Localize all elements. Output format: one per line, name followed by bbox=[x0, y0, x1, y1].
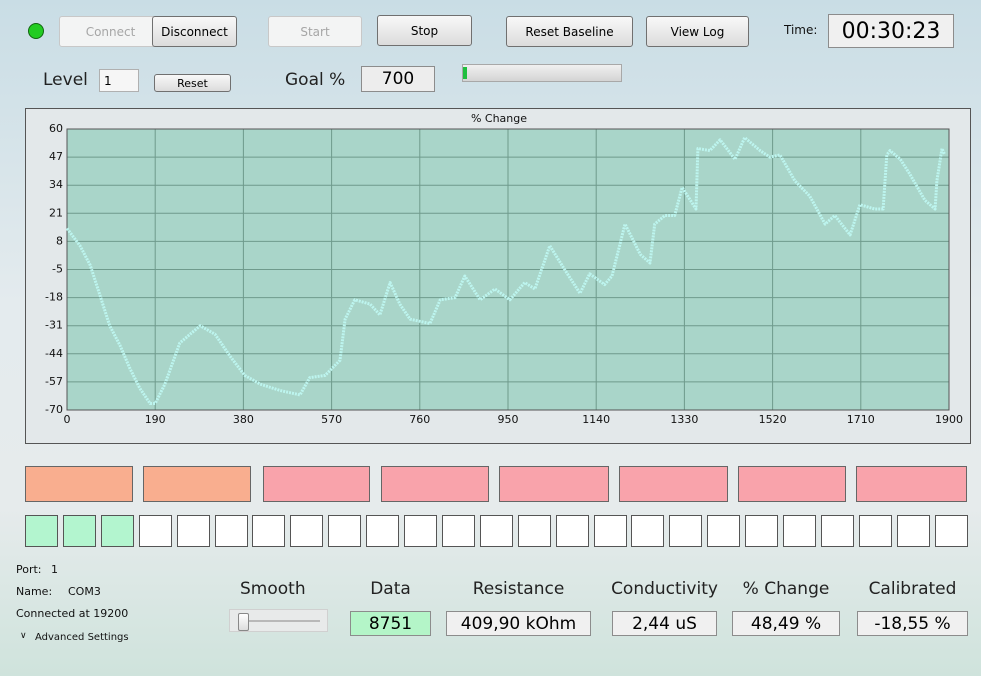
stage-tile bbox=[738, 466, 846, 502]
readout-label: % Change bbox=[742, 579, 830, 599]
level-tile bbox=[859, 515, 892, 547]
chevron-icon[interactable]: ∨ bbox=[20, 631, 27, 641]
level-tile bbox=[215, 515, 248, 547]
x-tick-label: 950 bbox=[498, 413, 519, 426]
level-tile bbox=[821, 515, 854, 547]
y-tick-label: -44 bbox=[45, 347, 63, 360]
level-tile bbox=[290, 515, 323, 547]
readout-value: 48,49 % bbox=[732, 611, 840, 636]
x-tick-label: 1520 bbox=[759, 413, 787, 426]
stage-tile bbox=[499, 466, 609, 502]
progress-fill bbox=[463, 67, 467, 79]
readout-value: -18,55 % bbox=[857, 611, 968, 636]
slider-thumb[interactable] bbox=[238, 613, 249, 631]
level-tile bbox=[328, 515, 361, 547]
level-tile bbox=[404, 515, 437, 547]
port-label: Port: bbox=[16, 563, 42, 576]
y-tick-label: 8 bbox=[56, 234, 63, 247]
advanced-settings[interactable]: Advanced Settings bbox=[35, 632, 129, 643]
stop-button[interactable]: Stop bbox=[377, 15, 472, 46]
x-tick-label: 380 bbox=[233, 413, 254, 426]
x-tick-label: 1140 bbox=[582, 413, 610, 426]
progress-bar bbox=[462, 64, 622, 82]
y-tick-label: -70 bbox=[45, 403, 63, 416]
disconnect-button[interactable]: Disconnect bbox=[152, 16, 237, 47]
level-tile bbox=[594, 515, 627, 547]
y-tick-label: 60 bbox=[49, 122, 63, 135]
level-tile bbox=[631, 515, 664, 547]
level-tile bbox=[63, 515, 96, 547]
status-led bbox=[28, 23, 44, 39]
x-tick-label: 190 bbox=[145, 413, 166, 426]
chart-title: % Change bbox=[471, 112, 527, 125]
time-display: 00:30:23 bbox=[828, 14, 954, 48]
goal-display: 700 bbox=[361, 66, 435, 92]
name-label: Name: bbox=[16, 585, 53, 598]
plot-border bbox=[66, 128, 950, 411]
connect-button[interactable]: Connect bbox=[59, 16, 162, 47]
level-tile bbox=[707, 515, 740, 547]
smooth-label: Smooth bbox=[240, 579, 306, 599]
data-line bbox=[65, 136, 947, 405]
stage-tile bbox=[856, 466, 967, 502]
readout-label: Data bbox=[370, 579, 411, 599]
level-input[interactable]: 1 bbox=[99, 69, 139, 92]
readout-value: 409,90 kOhm bbox=[446, 611, 591, 636]
level-label: Level bbox=[43, 70, 88, 90]
y-tick-label: -57 bbox=[45, 375, 63, 388]
level-tile bbox=[25, 515, 58, 547]
y-tick-label: 21 bbox=[49, 206, 63, 219]
x-tick-label: 570 bbox=[321, 413, 342, 426]
x-tick-label: 1710 bbox=[847, 413, 875, 426]
stage-tile bbox=[619, 466, 728, 502]
stage-tile bbox=[381, 466, 489, 502]
view-log-button[interactable]: View Log bbox=[646, 16, 749, 47]
y-tick-label: -31 bbox=[45, 319, 63, 332]
level-tile bbox=[177, 515, 210, 547]
level-tile bbox=[518, 515, 551, 547]
start-button[interactable]: Start bbox=[268, 16, 362, 47]
x-tick-label: 760 bbox=[409, 413, 430, 426]
stage-tile bbox=[143, 466, 251, 502]
level-tile bbox=[252, 515, 285, 547]
level-tile bbox=[745, 515, 778, 547]
y-tick-label: 34 bbox=[49, 178, 63, 191]
level-tile bbox=[669, 515, 702, 547]
stage-tile bbox=[263, 466, 370, 502]
chart: % Change 60 47 34 21 8 -5 -18 -31 -44 -57 -700 190 3… bbox=[25, 108, 971, 444]
connection-status: Connected at 19200 bbox=[16, 607, 129, 620]
reset-baseline-button[interactable]: Reset Baseline bbox=[506, 16, 633, 47]
level-tile bbox=[556, 515, 589, 547]
level-tile bbox=[783, 515, 816, 547]
x-tick-label: 0 bbox=[64, 413, 71, 426]
y-tick-label: -18 bbox=[45, 291, 63, 304]
level-tile bbox=[935, 515, 968, 547]
time-label: Time: bbox=[784, 23, 818, 37]
x-tick-label: 1900 bbox=[935, 413, 963, 426]
level-tile bbox=[366, 515, 399, 547]
readout-value: 2,44 uS bbox=[612, 611, 717, 636]
y-tick-label: -5 bbox=[52, 263, 63, 276]
stage-tile bbox=[25, 466, 133, 502]
readout-label: Calibrated bbox=[868, 579, 957, 599]
port-value: 1 bbox=[51, 563, 58, 576]
x-tick-label: 1330 bbox=[670, 413, 698, 426]
slider-track bbox=[240, 620, 320, 622]
smooth-slider[interactable] bbox=[229, 609, 328, 632]
goal-label: Goal % bbox=[285, 70, 346, 90]
level-tile bbox=[897, 515, 930, 547]
readout-value: 8751 bbox=[350, 611, 431, 636]
name-value: COM3 bbox=[68, 585, 101, 598]
readout-label: Resistance bbox=[472, 579, 565, 599]
level-reset-button[interactable]: Reset bbox=[154, 74, 231, 92]
level-tile bbox=[101, 515, 134, 547]
readout-label: Conductivity bbox=[611, 579, 718, 599]
level-tile bbox=[139, 515, 172, 547]
level-tile bbox=[442, 515, 475, 547]
y-tick-label: 47 bbox=[49, 150, 63, 163]
level-tile bbox=[480, 515, 513, 547]
